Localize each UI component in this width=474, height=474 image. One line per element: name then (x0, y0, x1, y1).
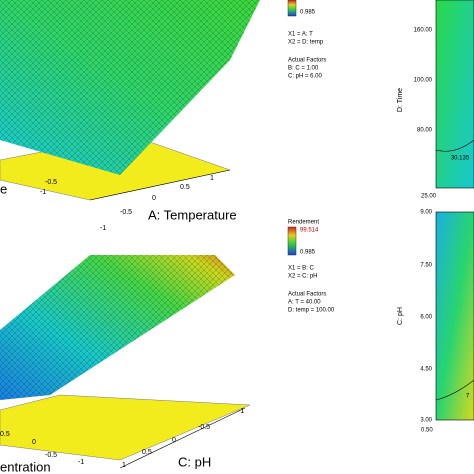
axis-label: C: pH (178, 454, 211, 469)
legend-text: Actual Factors (288, 292, 326, 298)
plot-area (435, 0, 474, 189)
contour-line (435, 379, 474, 401)
legend-text: C: pH = 6.00 (288, 74, 323, 80)
legend-bottom: Rendement 99.514 0.985 X1 = B: C X2 = C:… (287, 220, 335, 314)
floor (0, 394, 251, 461)
contour-plot-bottom: 9.00 7.50 6.00 4.50 3.00 0.50 7 C: pH (397, 210, 474, 434)
legend-text: A: T = 40.00 (288, 300, 321, 306)
legend-text: D: temp = 100.00 (288, 308, 335, 314)
tick-label: 3.00 (420, 418, 432, 424)
tick-label: 80.00 (417, 128, 433, 134)
axis-label: D: Time (397, 88, 404, 112)
tick-label: -1 (78, 459, 84, 466)
tick-label: 7.50 (420, 263, 432, 269)
tick-label: 100.00 (414, 78, 433, 84)
contour-line (435, 139, 474, 152)
legend-top: 0.985 X1 = A: T X2 = D: temp Actual Fact… (287, 0, 326, 80)
contour-label: 7 (466, 394, 470, 400)
axis-label: entration (0, 459, 51, 474)
tick-label: 0 (152, 195, 156, 202)
tick-label: -0.5 (45, 179, 57, 186)
plot-area (435, 211, 474, 421)
tick-label: -1 (100, 225, 106, 232)
legend-text: X2 = C: pH (288, 274, 318, 280)
tick-label: 0.5 (142, 449, 152, 456)
tick-label: 25.00 (421, 194, 437, 200)
legend-text: B: C = 1.00 (288, 66, 319, 72)
axis-label: e (0, 181, 7, 196)
legend-text: X1 = A: T (288, 32, 313, 38)
tick-label: 0.5 (0, 431, 10, 438)
surface-plot-bottom: 1 0.5 0 -0.5 -1 0.5 0 -0.5 -1 C: pH entr… (0, 255, 251, 474)
axis (119, 407, 246, 469)
tick-label: 0 (32, 439, 36, 446)
tick-label: 6.00 (420, 315, 432, 321)
tick-label: -0.5 (45, 452, 57, 459)
legend-low: 0.985 (300, 10, 316, 16)
axis-label: A: Temperature (148, 207, 237, 222)
tick-label: -1 (40, 189, 46, 196)
surface-mesh (0, 0, 260, 175)
surface-plot-top: -1 -0.5 -1 -0.5 0 0.5 1 A: Temperature e (0, 0, 260, 232)
tick-label: -0.5 (120, 209, 132, 216)
tick-label: 1 (210, 175, 214, 182)
axis-label: C: pH (397, 307, 404, 325)
axis (89, 169, 231, 201)
contour-plot-top: 160.00 100.00 80.00 25.00 30.135 D: Time (397, 0, 474, 200)
legend-text: Actual Factors (288, 58, 326, 64)
legend-title: Rendement (288, 220, 319, 226)
tick-label: 0 (172, 437, 176, 444)
tick-label: 4.50 (420, 367, 432, 373)
contour-label: 30.135 (451, 156, 470, 162)
legend-text: X2 = D: temp (288, 40, 324, 46)
color-bar (287, 226, 297, 256)
surface-mesh (0, 255, 235, 400)
tick-label: 0.50 (421, 428, 433, 434)
tick-label: 9.00 (420, 210, 432, 216)
legend-high: 99.514 (300, 228, 319, 234)
tick-label: 0.5 (180, 184, 190, 191)
tick-label: 160.00 (414, 28, 433, 34)
tick-label: -0.5 (198, 424, 210, 431)
legend-low: 0.985 (300, 250, 316, 256)
tick-label: 1 (122, 462, 126, 469)
legend-text: X1 = B: C (288, 266, 315, 272)
tick-label: -1 (238, 408, 244, 415)
color-bar (287, 0, 297, 17)
